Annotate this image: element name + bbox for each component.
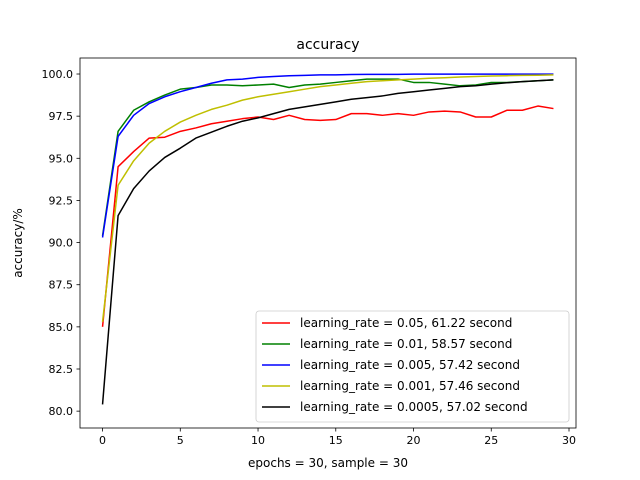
series-line-0 [101,105,554,327]
legend-label-4: learning_rate = 0.0005, 57.02 second [300,400,528,414]
y-tick-label: 90.0 [49,237,74,250]
y-axis-label: accuracy/% [11,208,25,278]
legend-box [255,310,570,423]
x-tick-label: 5 [177,434,184,447]
legend-label-0: learning_rate = 0.05, 61.22 second [300,316,512,330]
y-axis-ticks: 80.0 82.5 85.0 87.5 90.0 92.5 95.0 97.5 100.0 [42,68,80,418]
legend: learning_rate = 0.05, 61.22 second learni… [255,310,570,423]
y-tick-label: 82.5 [49,363,74,376]
plot-frame [79,57,577,429]
y-tick-label: 80.0 [49,405,74,418]
x-axis-ticks: 0 5 10 15 20 25 30 [99,428,576,447]
series-line-1 [101,78,554,236]
series-line-2 [101,73,554,238]
x-tick-label: 10 [251,434,265,447]
x-axis-label: epochs = 30, sample = 30 [248,456,408,470]
x-tick-label: 25 [484,434,498,447]
y-tick-label: 92.5 [49,194,74,207]
plot-lines [101,73,554,405]
y-tick-label: 100.0 [42,68,74,81]
x-tick-label: 30 [562,434,576,447]
legend-label-1: learning_rate = 0.01, 58.57 second [300,337,512,351]
legend-label-2: learning_rate = 0.005, 57.42 second [300,358,520,372]
series-line-3 [101,74,554,322]
series-line-4 [101,79,554,405]
chart-title: accuracy [296,37,359,53]
y-tick-label: 95.0 [49,152,74,165]
legend-label-3: learning_rate = 0.001, 57.46 second [300,379,520,393]
x-tick-label: 20 [407,434,421,447]
y-tick-label: 87.5 [49,279,74,292]
x-tick-label: 15 [329,434,343,447]
x-tick-label: 0 [99,434,106,447]
y-tick-label: 97.5 [49,110,74,123]
y-tick-label: 85.0 [49,321,74,334]
